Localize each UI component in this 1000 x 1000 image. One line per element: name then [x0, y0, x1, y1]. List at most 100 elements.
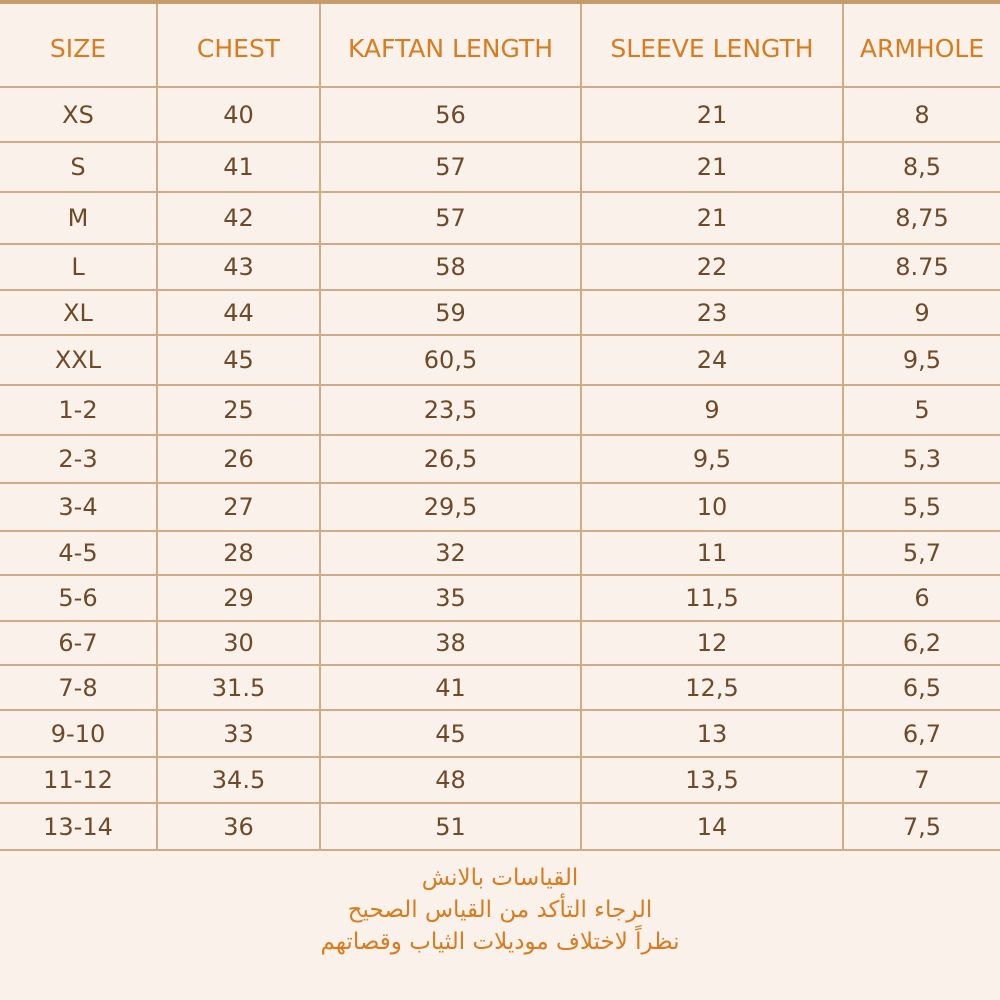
table-cell: 33 [156, 709, 321, 758]
table-row: 5-6 29 35 11,5 6 [0, 574, 1000, 622]
table-row: M 42 57 21 8,75 [0, 191, 1000, 245]
table-cell: 6 [842, 574, 1000, 622]
table-cell: XS [0, 86, 158, 143]
table-cell: 6,2 [842, 620, 1000, 666]
table-row: S 41 57 21 8,5 [0, 141, 1000, 193]
table-cell: 5,3 [842, 434, 1000, 484]
table-cell: 7,5 [842, 802, 1000, 851]
table-row: 4-5 28 32 11 5,7 [0, 530, 1000, 576]
table-cell: 3-4 [0, 482, 158, 532]
table-cell: 34.5 [156, 756, 321, 804]
table-cell: 6,7 [842, 709, 1000, 758]
table-cell: 22 [580, 243, 844, 291]
table-row: 3-4 27 29,5 10 5,5 [0, 482, 1000, 532]
table-row: 1-2 25 23,5 9 5 [0, 384, 1000, 436]
table-cell: 7-8 [0, 664, 158, 711]
column-header: SLEEVE LENGTH [580, 4, 844, 88]
table-cell: 9,5 [580, 434, 844, 484]
table-cell: 9,5 [842, 334, 1000, 386]
table-row: 13-14 36 51 14 7,5 [0, 802, 1000, 851]
footer-line: القياسات بالانش [421, 865, 579, 891]
table-cell: 26,5 [319, 434, 582, 484]
table-cell: 42 [156, 191, 321, 245]
table-cell: 32 [319, 530, 582, 576]
table-cell: 44 [156, 289, 321, 336]
table-cell: 5,7 [842, 530, 1000, 576]
footer-note: القياسات بالانش الرجاء التأكد من القياس … [0, 862, 1000, 958]
table-cell: 6-7 [0, 620, 158, 666]
table-cell: 11 [580, 530, 844, 576]
table-cell: 26 [156, 434, 321, 484]
table-cell: 9 [842, 289, 1000, 336]
table-cell: 41 [319, 664, 582, 711]
table-cell: 57 [319, 141, 582, 193]
table-cell: M [0, 191, 158, 245]
table-cell: 40 [156, 86, 321, 143]
table-row: L 43 58 22 8.75 [0, 243, 1000, 291]
table-cell: 21 [580, 191, 844, 245]
table-cell: 35 [319, 574, 582, 622]
table-cell: 9 [580, 384, 844, 436]
table-cell: XXL [0, 334, 158, 386]
table-row: 7-8 31.5 41 12,5 6,5 [0, 664, 1000, 711]
table-cell: S [0, 141, 158, 193]
column-header: KAFTAN LENGTH [319, 4, 582, 88]
table-cell: 36 [156, 802, 321, 851]
table-cell: 48 [319, 756, 582, 804]
table-cell: 11,5 [580, 574, 844, 622]
table-cell: 57 [319, 191, 582, 245]
table-cell: 8.75 [842, 243, 1000, 291]
table-cell: 60,5 [319, 334, 582, 386]
table-cell: 21 [580, 141, 844, 193]
table-row: XL 44 59 23 9 [0, 289, 1000, 336]
table-cell: 23 [580, 289, 844, 336]
size-chart-table: SIZE CHEST KAFTAN LENGTH SLEEVE LENGTH ARMHO… [0, 4, 1000, 851]
table-cell: 12,5 [580, 664, 844, 711]
table-cell: 23,5 [319, 384, 582, 436]
table-cell: 10 [580, 482, 844, 532]
table-cell: L [0, 243, 158, 291]
table-cell: 13 [580, 709, 844, 758]
table-cell: 12 [580, 620, 844, 666]
table-cell: 8,5 [842, 141, 1000, 193]
table-row: 11-12 34.5 48 13,5 7 [0, 756, 1000, 804]
table-cell: 28 [156, 530, 321, 576]
table-cell: 38 [319, 620, 582, 666]
table-cell: 45 [319, 709, 582, 758]
footer-line: الرجاء التأكد من القياس الصحيح [347, 897, 653, 923]
table-cell: 8,75 [842, 191, 1000, 245]
table-row: 9-10 33 45 13 6,7 [0, 709, 1000, 758]
table-row: XS 40 56 21 8 [0, 86, 1000, 143]
table-cell: 59 [319, 289, 582, 336]
table-cell: 45 [156, 334, 321, 386]
table-cell: 24 [580, 334, 844, 386]
table-cell: 27 [156, 482, 321, 532]
top-border [0, 0, 1000, 4]
table-cell: 1-2 [0, 384, 158, 436]
table-cell: 41 [156, 141, 321, 193]
table-cell: 29,5 [319, 482, 582, 532]
table-cell: 21 [580, 86, 844, 143]
table-row: XXL 45 60,5 24 9,5 [0, 334, 1000, 386]
footer-line: نظراً لاختلاف موديلات الثياب وقصاتهم [320, 929, 680, 955]
table-cell: 56 [319, 86, 582, 143]
table-cell: 30 [156, 620, 321, 666]
table-cell: 31.5 [156, 664, 321, 711]
table-cell: 5,5 [842, 482, 1000, 532]
table-cell: 5-6 [0, 574, 158, 622]
table-row: 2-3 26 26,5 9,5 5,3 [0, 434, 1000, 484]
table-cell: 6,5 [842, 664, 1000, 711]
table-cell: 4-5 [0, 530, 158, 576]
header-row: SIZE CHEST KAFTAN LENGTH SLEEVE LENGTH ARMHO… [0, 4, 1000, 88]
table-cell: 8 [842, 86, 1000, 143]
column-header: CHEST [156, 4, 321, 88]
table-cell: 51 [319, 802, 582, 851]
table-cell: 2-3 [0, 434, 158, 484]
table-cell: 9-10 [0, 709, 158, 758]
table-cell: XL [0, 289, 158, 336]
column-header: ARMHOLE [842, 4, 1000, 88]
table-cell: 43 [156, 243, 321, 291]
table-cell: 58 [319, 243, 582, 291]
table-cell: 14 [580, 802, 844, 851]
table-cell: 13,5 [580, 756, 844, 804]
